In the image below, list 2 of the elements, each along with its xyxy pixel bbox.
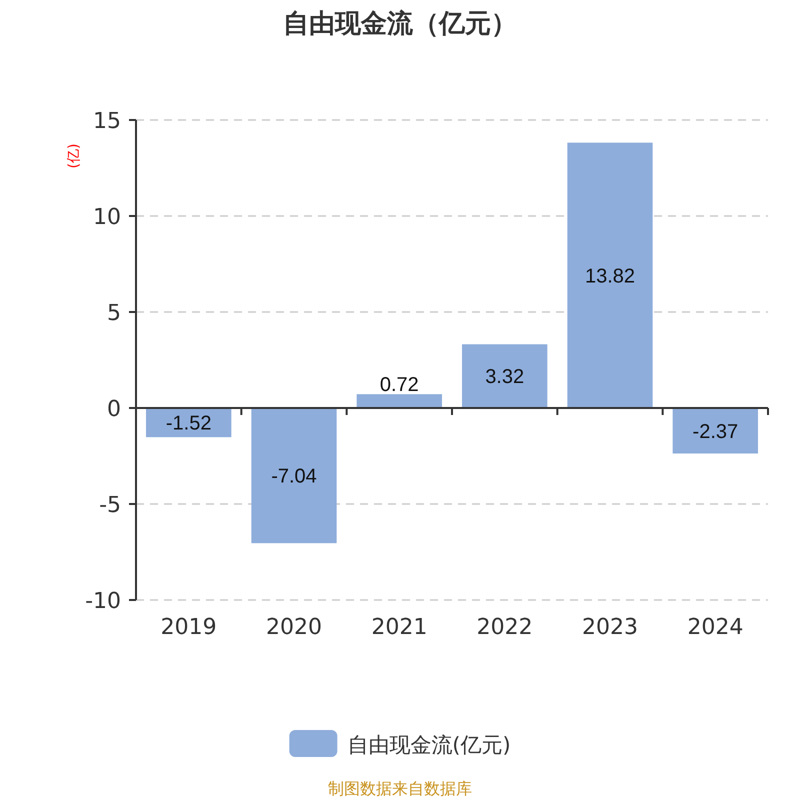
annotation: 制图数据来自数据库 xyxy=(328,779,472,798)
title: 自由现金流（亿元） xyxy=(283,9,517,39)
